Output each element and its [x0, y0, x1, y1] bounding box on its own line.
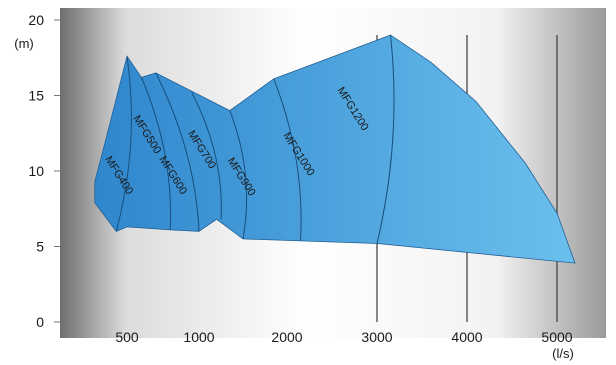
y-tick-5: 5	[36, 239, 44, 255]
x-tick-1000: 1000	[183, 329, 214, 345]
y-tick-15: 15	[28, 88, 44, 104]
region-dividers	[115, 35, 395, 244]
x-tick-3000: 3000	[361, 329, 392, 345]
y-axis-unit: (m)	[14, 36, 34, 51]
coverage-area	[94, 34, 576, 264]
x-tick-2000: 2000	[271, 329, 302, 345]
x-tick-4000: 4000	[451, 329, 482, 345]
divider-mfg500	[140, 77, 172, 230]
x-tick-500: 500	[115, 329, 139, 345]
x-axis-unit: (l/s)	[552, 346, 574, 361]
x-tick-5000: 5000	[541, 329, 572, 345]
y-axis-ticks: 0 5 10 15 20	[28, 12, 60, 330]
divider-mfg900	[229, 110, 248, 240]
y-tick-20: 20	[28, 12, 44, 28]
y-tick-0: 0	[36, 314, 44, 330]
y-tick-10: 10	[28, 163, 44, 179]
x-axis-ticks: 500 1000 2000 3000 4000 5000	[115, 329, 572, 345]
divider-mfg1000	[273, 78, 302, 241]
divider-mfg400	[115, 56, 132, 232]
divider-mfg600	[155, 72, 200, 232]
divider-mfg1200	[376, 35, 395, 244]
divider-mfg700	[191, 92, 222, 220]
